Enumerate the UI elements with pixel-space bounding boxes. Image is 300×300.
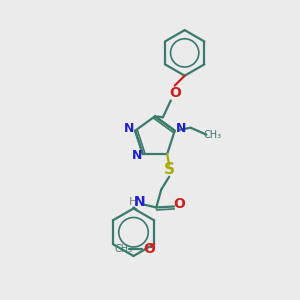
Text: N: N: [132, 149, 142, 162]
Text: N: N: [176, 122, 186, 135]
Text: S: S: [164, 162, 175, 177]
Text: H: H: [129, 197, 138, 208]
Text: CH₃: CH₃: [114, 244, 132, 254]
Text: O: O: [143, 242, 155, 256]
Text: N: N: [134, 196, 145, 209]
Text: N: N: [124, 122, 134, 135]
Text: O: O: [173, 197, 185, 212]
Text: O: O: [169, 85, 181, 100]
Text: CH₃: CH₃: [203, 130, 221, 140]
